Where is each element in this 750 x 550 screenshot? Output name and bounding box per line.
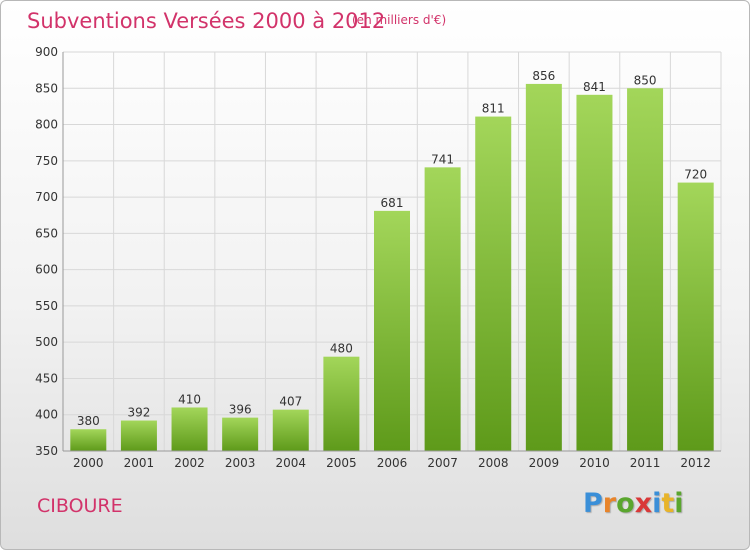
x-tick-label: 2001 [124, 456, 155, 470]
bar-2003 [222, 417, 259, 451]
y-tick-label: 900 [35, 45, 58, 59]
y-tick-label: 700 [35, 190, 58, 204]
x-tick-label: 2006 [377, 456, 408, 470]
bar-2010 [576, 94, 613, 451]
x-tick-label: 2007 [427, 456, 458, 470]
y-tick-label: 350 [35, 444, 58, 458]
bar-value-label: 380 [77, 414, 100, 428]
proxiti-logo: Proxiti [583, 488, 684, 519]
bar-value-label: 856 [532, 69, 555, 83]
bar-2008 [475, 116, 512, 451]
x-tick-label: 2004 [275, 456, 306, 470]
logo-letter: P [583, 488, 603, 519]
bar-2006 [374, 210, 410, 451]
logo-letter: i [674, 488, 684, 519]
x-tick-label: 2010 [579, 456, 610, 470]
bar-2000 [70, 429, 107, 451]
bar-value-label: 841 [583, 80, 606, 94]
y-tick-label: 800 [35, 118, 58, 132]
y-tick-label: 500 [35, 335, 58, 349]
commune-name: CIBOURE [37, 495, 123, 517]
bar-2007 [424, 167, 461, 451]
bar-value-label: 811 [482, 102, 505, 116]
bar-value-label: 480 [330, 342, 353, 356]
bar-2001 [120, 420, 157, 451]
bar-2012 [677, 182, 714, 451]
bar-value-label: 720 [684, 168, 707, 182]
bar-value-label: 850 [634, 73, 657, 87]
bar-value-label: 396 [229, 403, 252, 417]
x-tick-label: 2012 [680, 456, 711, 470]
x-tick-label: 2011 [630, 456, 661, 470]
logo-letter: r [602, 488, 617, 519]
y-tick-label: 850 [35, 81, 58, 95]
y-tick-label: 750 [35, 154, 58, 168]
y-tick-label: 450 [35, 371, 58, 385]
y-tick-label: 550 [35, 299, 58, 313]
bar-value-label: 410 [178, 392, 201, 406]
bar-value-label: 741 [431, 152, 454, 166]
y-tick-label: 650 [35, 226, 58, 240]
x-tick-label: 2003 [225, 456, 256, 470]
bar-2005 [323, 356, 360, 451]
logo-letter: x [634, 488, 653, 519]
bar-value-label: 407 [279, 395, 302, 409]
x-tick-label: 2002 [174, 456, 205, 470]
y-tick-label: 400 [35, 408, 58, 422]
bar-value-label: 681 [381, 196, 404, 210]
logo-letter: t [661, 488, 675, 519]
y-tick-label: 600 [35, 263, 58, 277]
bar-2002 [171, 407, 208, 451]
chart-title: Subventions Versées 2000 à 2012 [27, 9, 386, 33]
x-tick-label: 2009 [529, 456, 560, 470]
x-tick-label: 2008 [478, 456, 509, 470]
chart-subtitle: (en milliers d'€) [352, 13, 447, 27]
logo-letter: i [652, 488, 662, 519]
bar-value-label: 392 [127, 406, 150, 420]
bar-2011 [627, 88, 664, 451]
x-tick-label: 2005 [326, 456, 357, 470]
x-tick-label: 2000 [73, 456, 104, 470]
logo-letter: o [616, 488, 635, 519]
bar-2004 [272, 409, 309, 451]
bar-2009 [525, 83, 562, 452]
